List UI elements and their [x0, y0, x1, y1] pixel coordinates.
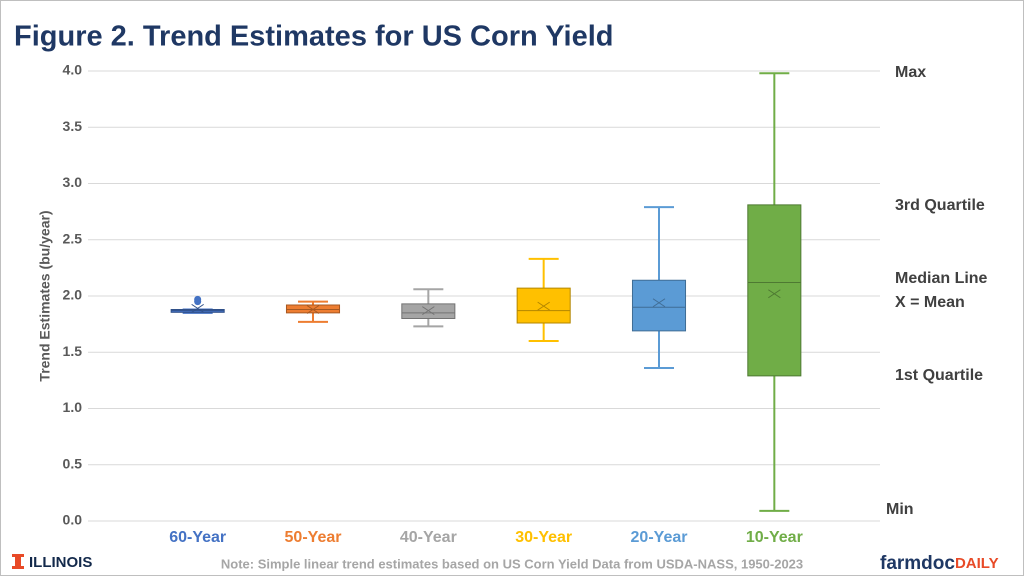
y-tick-label: 2.5: [63, 230, 83, 246]
mean-marker: [306, 305, 320, 314]
y-axis-label: Trend Estimates (bu/year): [37, 210, 53, 381]
mean-marker: [537, 301, 550, 311]
mean-marker: [191, 303, 204, 313]
annotation: 1st Quartile: [895, 367, 983, 384]
x-tick-label: 30-Year: [515, 529, 572, 546]
y-tick-label: 1.5: [63, 343, 83, 359]
y-tick-label: 2.0: [63, 287, 83, 303]
brand-a: farmdoc: [880, 553, 955, 574]
y-tick-label: 3.0: [63, 174, 83, 190]
illinois-logo: ILLINOIS: [12, 554, 92, 571]
y-tick-label: 4.0: [63, 62, 83, 78]
x-tick-label: 40-Year: [400, 529, 457, 546]
illinois-icon: [12, 554, 24, 569]
note: Note: Simple linear trend estimates base…: [221, 556, 803, 571]
mean-marker: [652, 298, 666, 308]
annotation: Min: [886, 501, 914, 518]
x-tick-label: 50-Year: [285, 529, 342, 546]
mean-marker: [768, 289, 781, 299]
x-tick-label: 10-Year: [746, 529, 803, 546]
illinois-text: ILLINOIS: [29, 554, 92, 571]
chart-title: Figure 2. Trend Estimates for US Corn Yi…: [14, 21, 613, 53]
x-tick-label: 20-Year: [631, 529, 688, 546]
y-tick-label: 0.0: [63, 512, 83, 528]
annotation: Max: [895, 64, 926, 81]
box: [747, 204, 802, 377]
mean-marker: [422, 306, 435, 316]
annotation: X = Mean: [895, 294, 965, 311]
x-tick-label: 60-Year: [169, 529, 226, 546]
annotation: Median Line: [895, 270, 988, 287]
box: [631, 279, 687, 332]
y-tick-label: 0.5: [63, 455, 83, 471]
annotation: 3rd Quartile: [895, 197, 985, 214]
y-tick-label: 3.5: [63, 118, 83, 134]
outlier: [194, 298, 202, 306]
y-tick-label: 1.0: [63, 399, 83, 415]
brand-b: DAILY: [955, 555, 999, 572]
brand-logo: farmdocDAILY: [880, 553, 999, 574]
